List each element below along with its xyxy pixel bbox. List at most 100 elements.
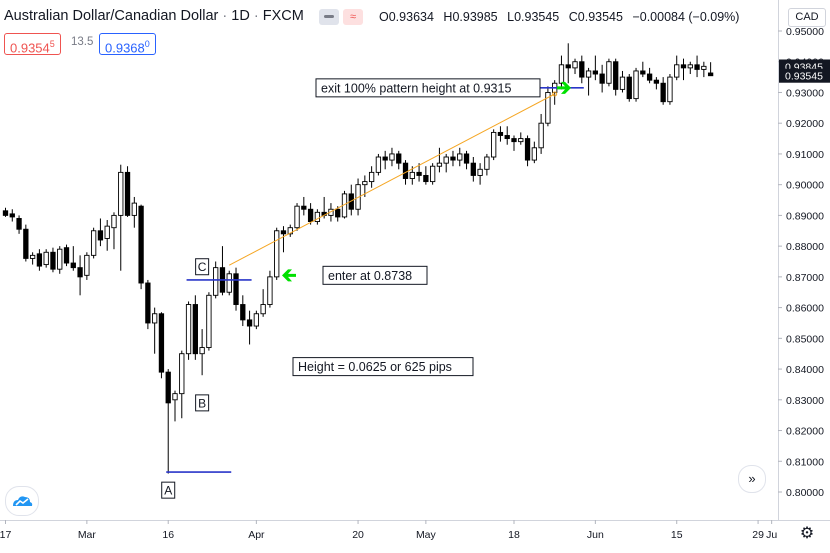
candle[interactable] [348, 184, 354, 216]
candle[interactable] [606, 58, 612, 87]
candle[interactable] [701, 61, 707, 78]
candle[interactable] [2, 207, 9, 217]
candle[interactable] [145, 279, 151, 330]
candle[interactable] [687, 61, 693, 75]
candle[interactable] [274, 227, 280, 280]
candle[interactable] [185, 301, 192, 360]
candle[interactable] [97, 218, 104, 247]
candle[interactable] [111, 212, 117, 250]
candle[interactable] [463, 150, 470, 170]
currency-button[interactable]: CAD [788, 8, 826, 27]
candle[interactable] [158, 312, 165, 379]
candle[interactable] [396, 150, 402, 170]
candle[interactable] [599, 64, 605, 93]
candle[interactable] [640, 61, 646, 78]
candle[interactable] [613, 58, 619, 96]
candle[interactable] [192, 295, 198, 360]
candle[interactable] [294, 203, 300, 231]
sell-price-button[interactable]: 0.93545 [4, 33, 61, 55]
compare-icon[interactable]: ≈ [343, 9, 363, 25]
buy-price-button[interactable]: 0.93680 [99, 33, 156, 55]
candle[interactable] [77, 255, 83, 296]
candle[interactable] [29, 252, 36, 265]
candle[interactable] [104, 220, 110, 251]
candle[interactable] [9, 209, 15, 222]
candle[interactable] [538, 113, 544, 154]
candle[interactable] [423, 166, 429, 185]
candle[interactable] [206, 292, 212, 351]
candle[interactable] [57, 246, 63, 274]
candle[interactable] [579, 55, 585, 84]
candle[interactable] [660, 77, 666, 105]
candle[interactable] [118, 164, 124, 271]
candle[interactable] [653, 77, 660, 90]
candle[interactable] [592, 55, 599, 81]
candle[interactable] [619, 70, 626, 93]
candle[interactable] [63, 244, 70, 267]
candle[interactable] [307, 203, 314, 225]
candle[interactable] [491, 129, 497, 161]
candle[interactable] [335, 206, 341, 222]
candle[interactable] [138, 204, 144, 290]
candle[interactable] [301, 196, 307, 216]
candle[interactable] [84, 252, 90, 280]
gear-icon[interactable]: ⚙ [799, 525, 815, 542]
tradingview-logo-icon[interactable] [5, 486, 39, 516]
candle[interactable] [36, 249, 43, 271]
candle[interactable] [531, 141, 537, 164]
candle[interactable] [280, 226, 287, 253]
candle[interactable] [667, 74, 673, 105]
candle[interactable] [470, 157, 476, 182]
candle[interactable] [43, 249, 49, 268]
candle[interactable] [368, 166, 375, 188]
candle[interactable] [375, 153, 382, 176]
candle[interactable] [90, 227, 97, 259]
candle[interactable] [484, 153, 490, 176]
candle[interactable] [518, 132, 524, 145]
candle[interactable] [165, 369, 171, 474]
candle[interactable] [287, 224, 293, 237]
candle[interactable] [172, 390, 178, 422]
candle[interactable] [457, 147, 463, 167]
candle[interactable] [524, 135, 531, 167]
candle[interactable] [152, 307, 158, 354]
candle[interactable] [179, 350, 185, 419]
candle[interactable] [253, 310, 260, 330]
scroll-to-realtime-button[interactable]: » [738, 465, 766, 493]
candle[interactable] [416, 163, 422, 182]
candle[interactable] [436, 147, 443, 173]
candle[interactable] [131, 196, 137, 228]
candle[interactable] [497, 126, 504, 142]
candle[interactable] [219, 246, 226, 296]
candle[interactable] [70, 246, 76, 271]
candle[interactable] [429, 163, 436, 185]
candle[interactable] [633, 67, 639, 102]
candle[interactable] [545, 86, 551, 127]
candle[interactable] [680, 58, 687, 81]
candle[interactable] [199, 329, 205, 376]
candle[interactable] [389, 147, 395, 167]
candle[interactable] [477, 163, 483, 185]
symbol-title[interactable]: Australian Dollar/Canadian Dollar · 1D ·… [4, 8, 304, 24]
candle[interactable] [226, 270, 232, 296]
candle[interactable] [16, 215, 22, 234]
candle[interactable] [246, 310, 253, 345]
candle[interactable] [450, 150, 456, 167]
candle[interactable] [707, 62, 714, 77]
candle[interactable] [585, 67, 592, 96]
projection-line[interactable] [229, 93, 555, 266]
candle[interactable] [382, 150, 388, 170]
candle[interactable] [646, 67, 653, 84]
candle[interactable] [626, 74, 632, 102]
candle[interactable] [314, 209, 321, 225]
candle[interactable] [443, 153, 449, 173]
candle[interactable] [50, 247, 56, 273]
candle[interactable] [267, 270, 273, 308]
candle[interactable] [23, 224, 29, 262]
candle[interactable] [572, 58, 578, 75]
candle[interactable] [558, 55, 565, 90]
candle[interactable] [565, 43, 571, 84]
candle[interactable] [511, 135, 517, 151]
candle[interactable] [124, 166, 131, 217]
